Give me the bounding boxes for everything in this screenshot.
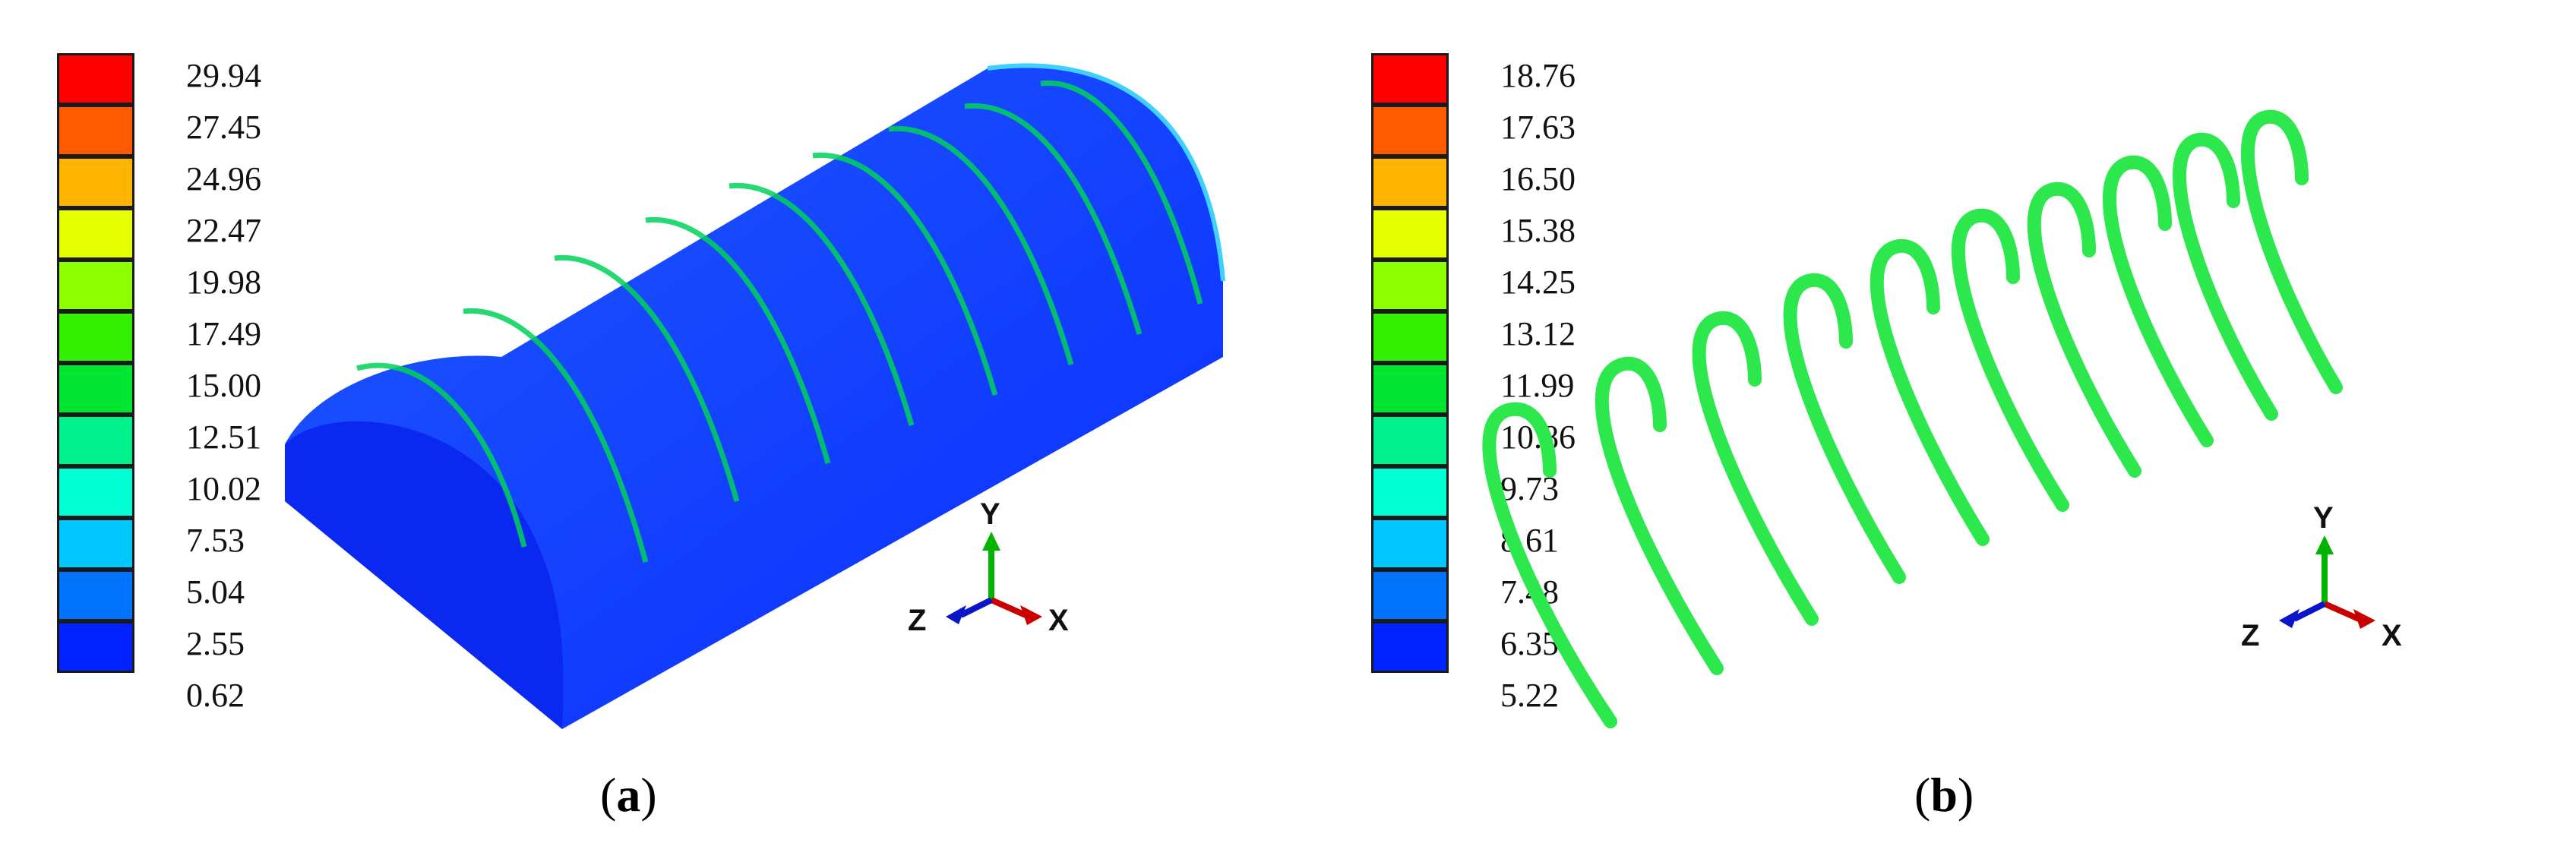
legend-swatch [57, 363, 134, 415]
legend-value: 24.96 [186, 160, 261, 197]
panel-a: 29.94 27.45 24.96 22.47 19.98 17.49 15.0… [57, 53, 1225, 823]
axis-triad: Y Z X [2241, 501, 2402, 652]
axis-label-z: Z [2241, 619, 2259, 652]
steel-arch [2027, 182, 2141, 478]
legend-swatch [1371, 466, 1449, 518]
legend-value: 17.49 [186, 315, 261, 352]
axis-label-y: Y [980, 497, 1000, 531]
legend-value: 29.94 [186, 57, 261, 94]
legend-swatch [1371, 156, 1449, 208]
caption-paren-open: ( [1914, 768, 1931, 822]
legend-value: 12.51 [186, 418, 261, 456]
legend-value: 16.50 [1500, 160, 1576, 197]
steel-arch [1692, 311, 1819, 626]
legend-value: 10.02 [186, 470, 261, 507]
legend-value: 0.62 [186, 677, 245, 714]
steel-arch [1783, 273, 1906, 584]
steel-arch [1870, 238, 1990, 546]
legend-value: 13.12 [1500, 315, 1576, 352]
legend-value: 15.38 [1500, 212, 1576, 249]
axis-label-z: Z [908, 604, 926, 637]
legend-value: 17.63 [1500, 109, 1576, 146]
band [356, 362, 527, 548]
legend-swatch [57, 156, 134, 208]
legend-swatch [57, 570, 134, 621]
legend-swatch [1371, 105, 1449, 156]
band [812, 152, 998, 396]
band [964, 103, 1143, 336]
legend-value: 2.55 [186, 625, 245, 662]
steel-arch [1951, 208, 2069, 512]
edge-highlight [987, 63, 1225, 282]
caption-letter: a [616, 768, 641, 822]
steel-arch [1482, 402, 1617, 728]
legend-swatch [1371, 53, 1449, 105]
band [1040, 80, 1203, 305]
legend-value: 19.98 [186, 264, 261, 301]
legend-value: 5.04 [186, 573, 245, 611]
panel-b: 18.76 17.63 16.50 15.38 14.25 13.12 11.9… [1288, 0, 2576, 843]
lining-end-face [285, 421, 564, 729]
caption-letter: b [1930, 768, 1958, 822]
legend-swatch [1371, 311, 1449, 363]
axis-label-x: X [2382, 619, 2402, 652]
steel-arch [1595, 356, 1724, 675]
legend-swatch [1371, 363, 1449, 415]
steel-arch [2173, 132, 2278, 421]
caption-paren-close: ) [1957, 768, 1974, 822]
legend-swatch [57, 466, 134, 518]
legend-swatch [57, 621, 134, 673]
legend-swatch [1371, 260, 1449, 311]
legend-swatch [57, 53, 134, 105]
legend-value: 5.22 [1500, 677, 1559, 714]
legend-swatch [1371, 518, 1449, 570]
steel-arch [2241, 109, 2343, 394]
legend-swatch [1371, 621, 1449, 673]
arch-bands [356, 80, 1203, 563]
band [463, 308, 649, 563]
legend-value: 22.47 [186, 212, 261, 249]
legend-swatch [1371, 570, 1449, 621]
axis-triad: Y Z X [908, 497, 1069, 637]
legend-value: 7.53 [186, 522, 245, 559]
legend-swatch [57, 518, 134, 570]
legend-swatch [57, 415, 134, 466]
legend-swatch [57, 208, 134, 260]
legend-swatch [57, 105, 134, 156]
steel-arches [1482, 109, 2343, 728]
axis-label-y: Y [2313, 501, 2334, 535]
legend-swatch [57, 311, 134, 363]
band [888, 125, 1074, 365]
legend-value: 27.45 [186, 109, 261, 146]
legend-swatch [1371, 208, 1449, 260]
caption-paren-open: ( [600, 768, 617, 822]
legend-value: 14.25 [1500, 264, 1576, 301]
lining-outer-surface [285, 65, 1223, 729]
caption-b: (b) [1914, 767, 1974, 823]
band [554, 254, 740, 502]
band [729, 182, 915, 426]
band [645, 216, 831, 464]
caption-a: (a) [600, 767, 657, 823]
legend-value: 15.00 [186, 367, 261, 404]
legend-swatch [57, 260, 134, 311]
caption-paren-close: ) [640, 768, 657, 822]
steel-arch [2102, 155, 2214, 447]
steel-arch-model: Y Z X [1482, 109, 2402, 728]
tunnel-lining-model: Y Z X [285, 63, 1225, 729]
legend-value: 18.76 [1500, 57, 1576, 94]
legend-swatch [1371, 415, 1449, 466]
legend-value: 11.99 [1500, 367, 1575, 404]
axis-label-x: X [1048, 604, 1069, 637]
